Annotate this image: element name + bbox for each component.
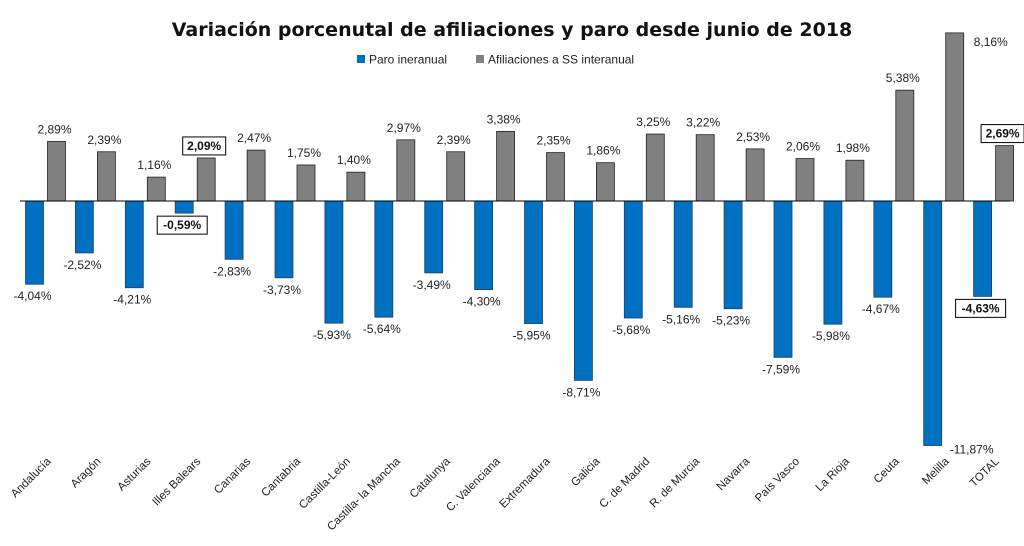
afiliaciones-bar-c-valenciana (496, 130, 516, 202)
chart-title: Variación porcenutal de afiliaciones y p… (172, 19, 853, 41)
paro-bar-extremadura (524, 200, 543, 324)
afiliaciones-bar-la-rioja (845, 159, 865, 202)
paro-data-label-castilla-leon: -5,93% (313, 328, 351, 342)
paro-bar-canarias (224, 200, 244, 260)
paro-label-box-total (955, 298, 1007, 318)
afiliaciones-bar-aragon (97, 151, 116, 202)
paro-data-label-galicia: -8,71% (562, 385, 600, 399)
paro-bar-total (973, 200, 992, 297)
paro-bar-illes-balears (174, 200, 194, 214)
afiliaciones-data-label-pais-vasco: 2,06% (786, 140, 820, 154)
paro-data-label-c-de-madrid: -5,68% (612, 323, 650, 337)
afiliaciones-bar-pais-vasco (795, 158, 815, 202)
paro-data-label-navarra: -5,23% (712, 314, 750, 328)
legend: Paro ineranual Afiliaciones a SS interan… (357, 53, 634, 67)
paro-data-label-castilla-la-mancha: -5,64% (363, 322, 401, 336)
paro-bar-castilla-la-mancha (374, 200, 394, 318)
paro-bar-r-de-murcia (673, 200, 693, 308)
afiliaciones-data-label-asturias: 1,16% (137, 158, 171, 172)
afiliaciones-bar-extremadura (546, 152, 565, 202)
afiliaciones-label-box-total (980, 124, 1024, 144)
afiliaciones-bar-castilla-la-mancha (396, 139, 416, 202)
data-labels-group: -4,04% 2,89% -2,52% 2,39% -4,21% 1,16% -0,59% 2… (13, 35, 1024, 457)
paro-data-label-extremadura: -5,95% (512, 329, 550, 343)
afiliaciones-bar-navarra (745, 148, 765, 202)
afiliaciones-data-label-canarias: 2,47% (237, 131, 271, 145)
paro-data-label-total: -4,63% (962, 301, 1000, 315)
paro-bar-castilla-leon (324, 200, 344, 324)
afiliaciones-data-label-c-de-madrid: 3,25% (636, 115, 670, 129)
afiliaciones-data-label-castilla-leon: 1,40% (337, 153, 371, 167)
paro-data-label-andalucia: -4,04% (13, 289, 51, 303)
paro-data-label-aragon: -2,52% (63, 258, 101, 272)
paro-data-label-c-valenciana: -4,30% (463, 295, 501, 309)
afiliaciones-data-label-ceuta: 5,38% (886, 71, 920, 85)
afiliaciones-bar-castilla-leon (346, 171, 366, 202)
afiliaciones-bar-canarias (246, 149, 266, 202)
paro-bar-pais-vasco (773, 200, 793, 358)
afiliaciones-data-label-melilla: 8,16% (974, 35, 1008, 49)
afiliaciones-bar-cantabria (296, 164, 316, 202)
paro-data-label-ceuta: -4,67% (862, 302, 900, 316)
afiliaciones-data-label-andalucia: 2,89% (37, 122, 71, 136)
afiliaciones-data-label-la-rioja: 1,98% (836, 141, 870, 155)
paro-data-label-canarias: -2,83% (213, 264, 251, 278)
afiliaciones-bar-catalunya (446, 151, 466, 202)
paro-bar-galicia (574, 200, 593, 381)
bars-group (25, 32, 1014, 446)
afiliaciones-bar-illes-balears (196, 157, 216, 202)
afiliaciones-bar-ceuta (895, 89, 915, 202)
afiliaciones-data-label-extremadura: 2,35% (536, 134, 570, 148)
afiliaciones-data-label-cantabria: 1,75% (287, 146, 321, 160)
paro-data-label-pais-vasco: -7,59% (762, 362, 800, 376)
paro-bar-navarra (723, 200, 743, 310)
afiliaciones-data-label-navarra: 2,53% (736, 130, 770, 144)
afiliaciones-data-label-total: 2,69% (986, 127, 1020, 141)
afiliaciones-data-label-galicia: 1,86% (586, 144, 620, 158)
paro-data-label-catalunya: -3,49% (413, 278, 451, 292)
paro-bar-c-valenciana (474, 200, 494, 290)
paro-label-box-illes-balears (156, 215, 208, 235)
paro-data-label-illes-balears: -0,59% (163, 218, 201, 232)
legend-swatch-afiliaciones (476, 55, 484, 63)
afiliaciones-data-label-c-valenciana: 3,38% (487, 112, 521, 126)
afiliaciones-bar-asturias (146, 176, 166, 202)
legend-swatch-paro (357, 55, 365, 63)
afiliaciones-label-box-illes-balears (182, 136, 227, 156)
paro-bar-melilla (923, 200, 943, 446)
paro-bar-la-rioja (823, 200, 843, 325)
afiliaciones-data-label-catalunya: 2,39% (437, 133, 471, 147)
afiliaciones-bar-melilla (945, 32, 965, 202)
afiliaciones-data-label-illes-balears: 2,09% (187, 139, 221, 153)
afiliaciones-data-label-r-de-murcia: 3,22% (686, 116, 720, 130)
paro-data-label-la-rioja: -5,98% (812, 329, 850, 343)
afiliaciones-data-label-castilla-la-mancha: 2,97% (387, 121, 421, 135)
paro-bar-asturias (124, 200, 144, 289)
afiliaciones-bar-total (995, 145, 1014, 202)
paro-bar-aragon (75, 200, 94, 254)
legend-label-paro: Paro ineranual (369, 53, 447, 67)
paro-data-label-melilla: -11,87% (950, 443, 994, 457)
afiliaciones-bar-galicia (596, 162, 615, 202)
afiliaciones-bar-andalucia (47, 141, 66, 202)
paro-bar-ceuta (873, 200, 893, 298)
paro-bar-cantabria (274, 200, 294, 279)
paro-data-label-r-de-murcia: -5,16% (662, 312, 700, 326)
paro-bar-catalunya (424, 200, 444, 274)
paro-bar-andalucia (25, 200, 44, 285)
afiliaciones-bar-c-de-madrid (645, 133, 665, 202)
legend-label-afiliaciones: Afiliaciones a SS interanual (488, 53, 634, 67)
paro-bar-c-de-madrid (623, 200, 643, 319)
paro-data-label-cantabria: -3,73% (263, 283, 301, 297)
afiliaciones-bar-r-de-murcia (695, 134, 715, 202)
paro-data-label-asturias: -4,21% (113, 293, 151, 307)
afiliaciones-data-label-aragon: 2,39% (87, 133, 121, 147)
